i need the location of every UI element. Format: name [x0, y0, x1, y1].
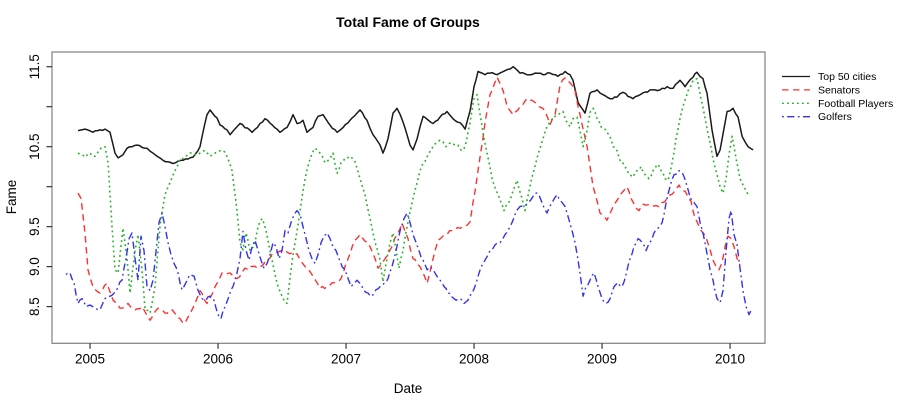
series-line-football-players — [77, 77, 749, 314]
x-axis-label: Date — [394, 381, 423, 396]
y-axis-label: Fame — [4, 180, 19, 215]
legend-label: Golfers — [818, 111, 852, 123]
legend-label: Football Players — [818, 98, 893, 110]
x-tick-label: 2009 — [587, 351, 617, 366]
y-tick-label: 10.5 — [27, 134, 42, 160]
x-tick-label: 2007 — [331, 351, 361, 366]
series-line-senators — [77, 76, 741, 325]
y-tick-label: 9.5 — [27, 217, 42, 236]
x-tick-label: 2010 — [715, 351, 745, 366]
series-layer — [65, 65, 754, 325]
y-tick-label: 8.5 — [27, 297, 42, 316]
series-line-golfers — [65, 170, 753, 320]
y-tick-label: 11.5 — [27, 54, 42, 79]
y-tick-label: 9.0 — [27, 257, 42, 276]
legend-label: Top 50 cities — [818, 71, 876, 83]
chart-title: Total Fame of Groups — [336, 14, 480, 30]
plot-frame — [51, 51, 766, 344]
legend-label: Senators — [818, 84, 860, 96]
series-line-top-50-cities — [77, 65, 754, 165]
x-tick-label: 2008 — [459, 351, 489, 366]
x-tick-label: 2006 — [203, 351, 233, 366]
x-tick-label: 2005 — [75, 351, 105, 366]
axis-layer: 2005 2006 2007 2008 2009 2010 8.5 9.0 9.5 10.5 11.… — [27, 54, 745, 366]
